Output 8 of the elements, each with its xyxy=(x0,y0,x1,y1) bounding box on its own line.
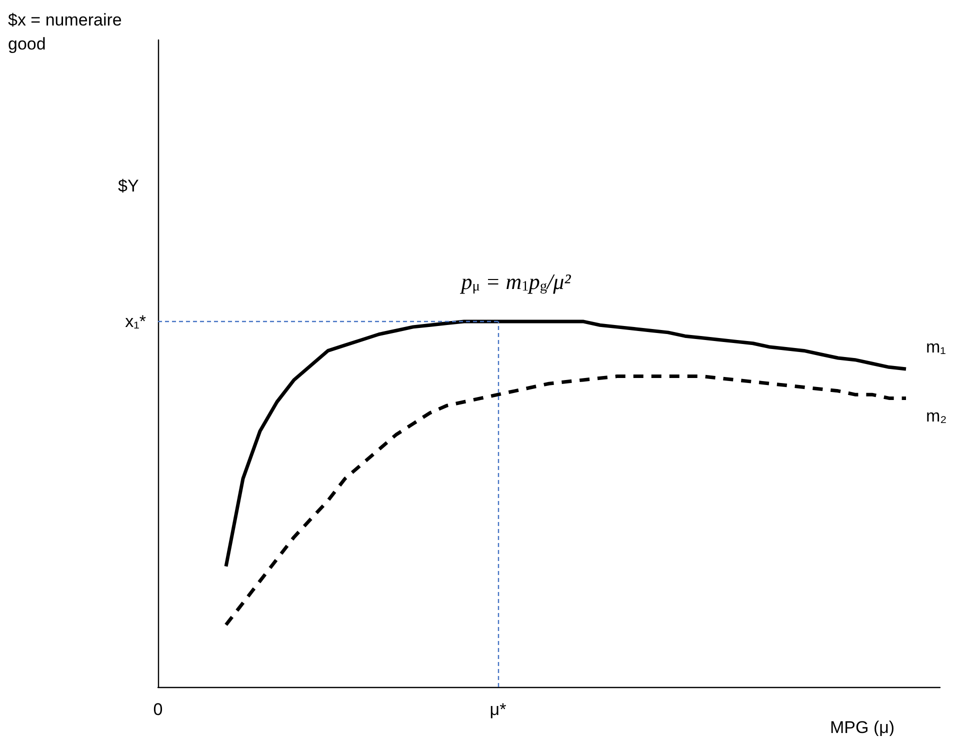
text: $Y xyxy=(118,176,139,196)
series-label: m₁ xyxy=(926,337,946,356)
x-tick-label: μ* xyxy=(490,700,507,719)
x-tick-label: 0 xyxy=(153,700,163,719)
text: $x = numeraire good xyxy=(8,10,127,54)
ref-line-label: x₁* xyxy=(125,312,146,331)
annotation: pμ = m1pg/μ² xyxy=(459,269,572,294)
series-label: m₂ xyxy=(926,406,947,426)
